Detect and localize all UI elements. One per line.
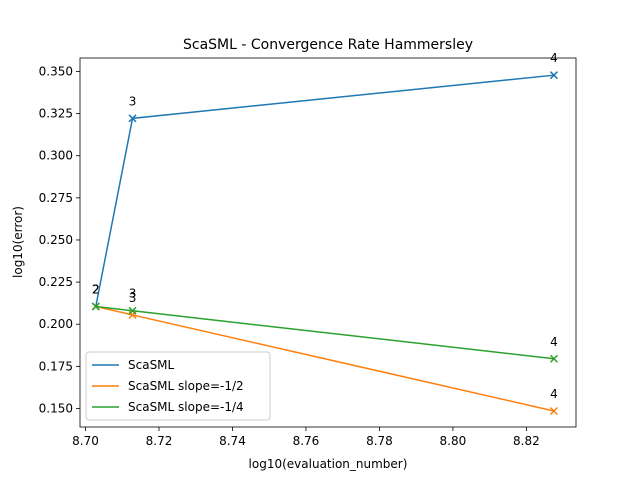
y-axis-label: log10(error) — [11, 206, 25, 278]
data-point — [91, 302, 100, 311]
x-tick-label: 8.78 — [366, 434, 393, 448]
x-axis: 8.70 8.72 8.74 8.76 8.78 8.80 8.82 — [72, 427, 540, 448]
x-axis-label: log10(evaluation_number) — [249, 457, 408, 471]
x-tick-label: 8.74 — [219, 434, 246, 448]
y-tick-label: 0.250 — [39, 233, 73, 247]
data-label: 3 — [129, 287, 137, 301]
legend-label: ScaSML slope=-1/4 — [128, 400, 244, 414]
y-tick-label: 0.200 — [39, 317, 73, 331]
data-label: 2 — [92, 283, 100, 297]
x-tick-label: 8.72 — [146, 434, 173, 448]
y-tick-label: 0.350 — [39, 64, 73, 78]
chart-title: ScaSML - Convergence Rate Hammersley — [183, 37, 473, 53]
x-tick-label: 8.80 — [440, 434, 467, 448]
y-tick-label: 0.150 — [39, 401, 73, 415]
data-label: 4 — [550, 387, 558, 401]
x-tick-label: 8.70 — [72, 434, 99, 448]
y-tick-label: 0.300 — [39, 149, 73, 163]
data-label: 2 — [92, 283, 100, 297]
data-point — [549, 354, 558, 363]
legend: ScaSML ScaSML slope=-1/2 ScaSML slope=-1/4 — [85, 351, 271, 421]
legend-label: ScaSML slope=-1/2 — [128, 379, 244, 393]
data-label: 3 — [129, 291, 137, 305]
data-label: 2 — [92, 283, 100, 297]
data-label: 3 — [129, 94, 137, 108]
legend-label: ScaSML — [128, 358, 175, 372]
y-tick-label: 0.175 — [39, 359, 73, 373]
data-point — [549, 71, 558, 80]
y-tick-label: 0.225 — [39, 275, 73, 289]
x-tick-label: 8.76 — [293, 434, 320, 448]
data-label: 4 — [550, 335, 558, 349]
series-3: 2 3 4 — [91, 283, 558, 363]
data-point — [128, 306, 137, 315]
legend-box — [85, 351, 271, 421]
x-tick-label: 8.82 — [513, 434, 540, 448]
y-axis: 0.150 0.175 0.200 0.225 0.250 0.275 0.300 0.325… — [39, 64, 80, 415]
data-point — [549, 406, 558, 416]
data-point — [128, 114, 137, 123]
plot-frame — [79, 57, 577, 428]
y-tick-label: 0.275 — [39, 191, 73, 205]
y-tick-label: 0.325 — [39, 107, 73, 121]
